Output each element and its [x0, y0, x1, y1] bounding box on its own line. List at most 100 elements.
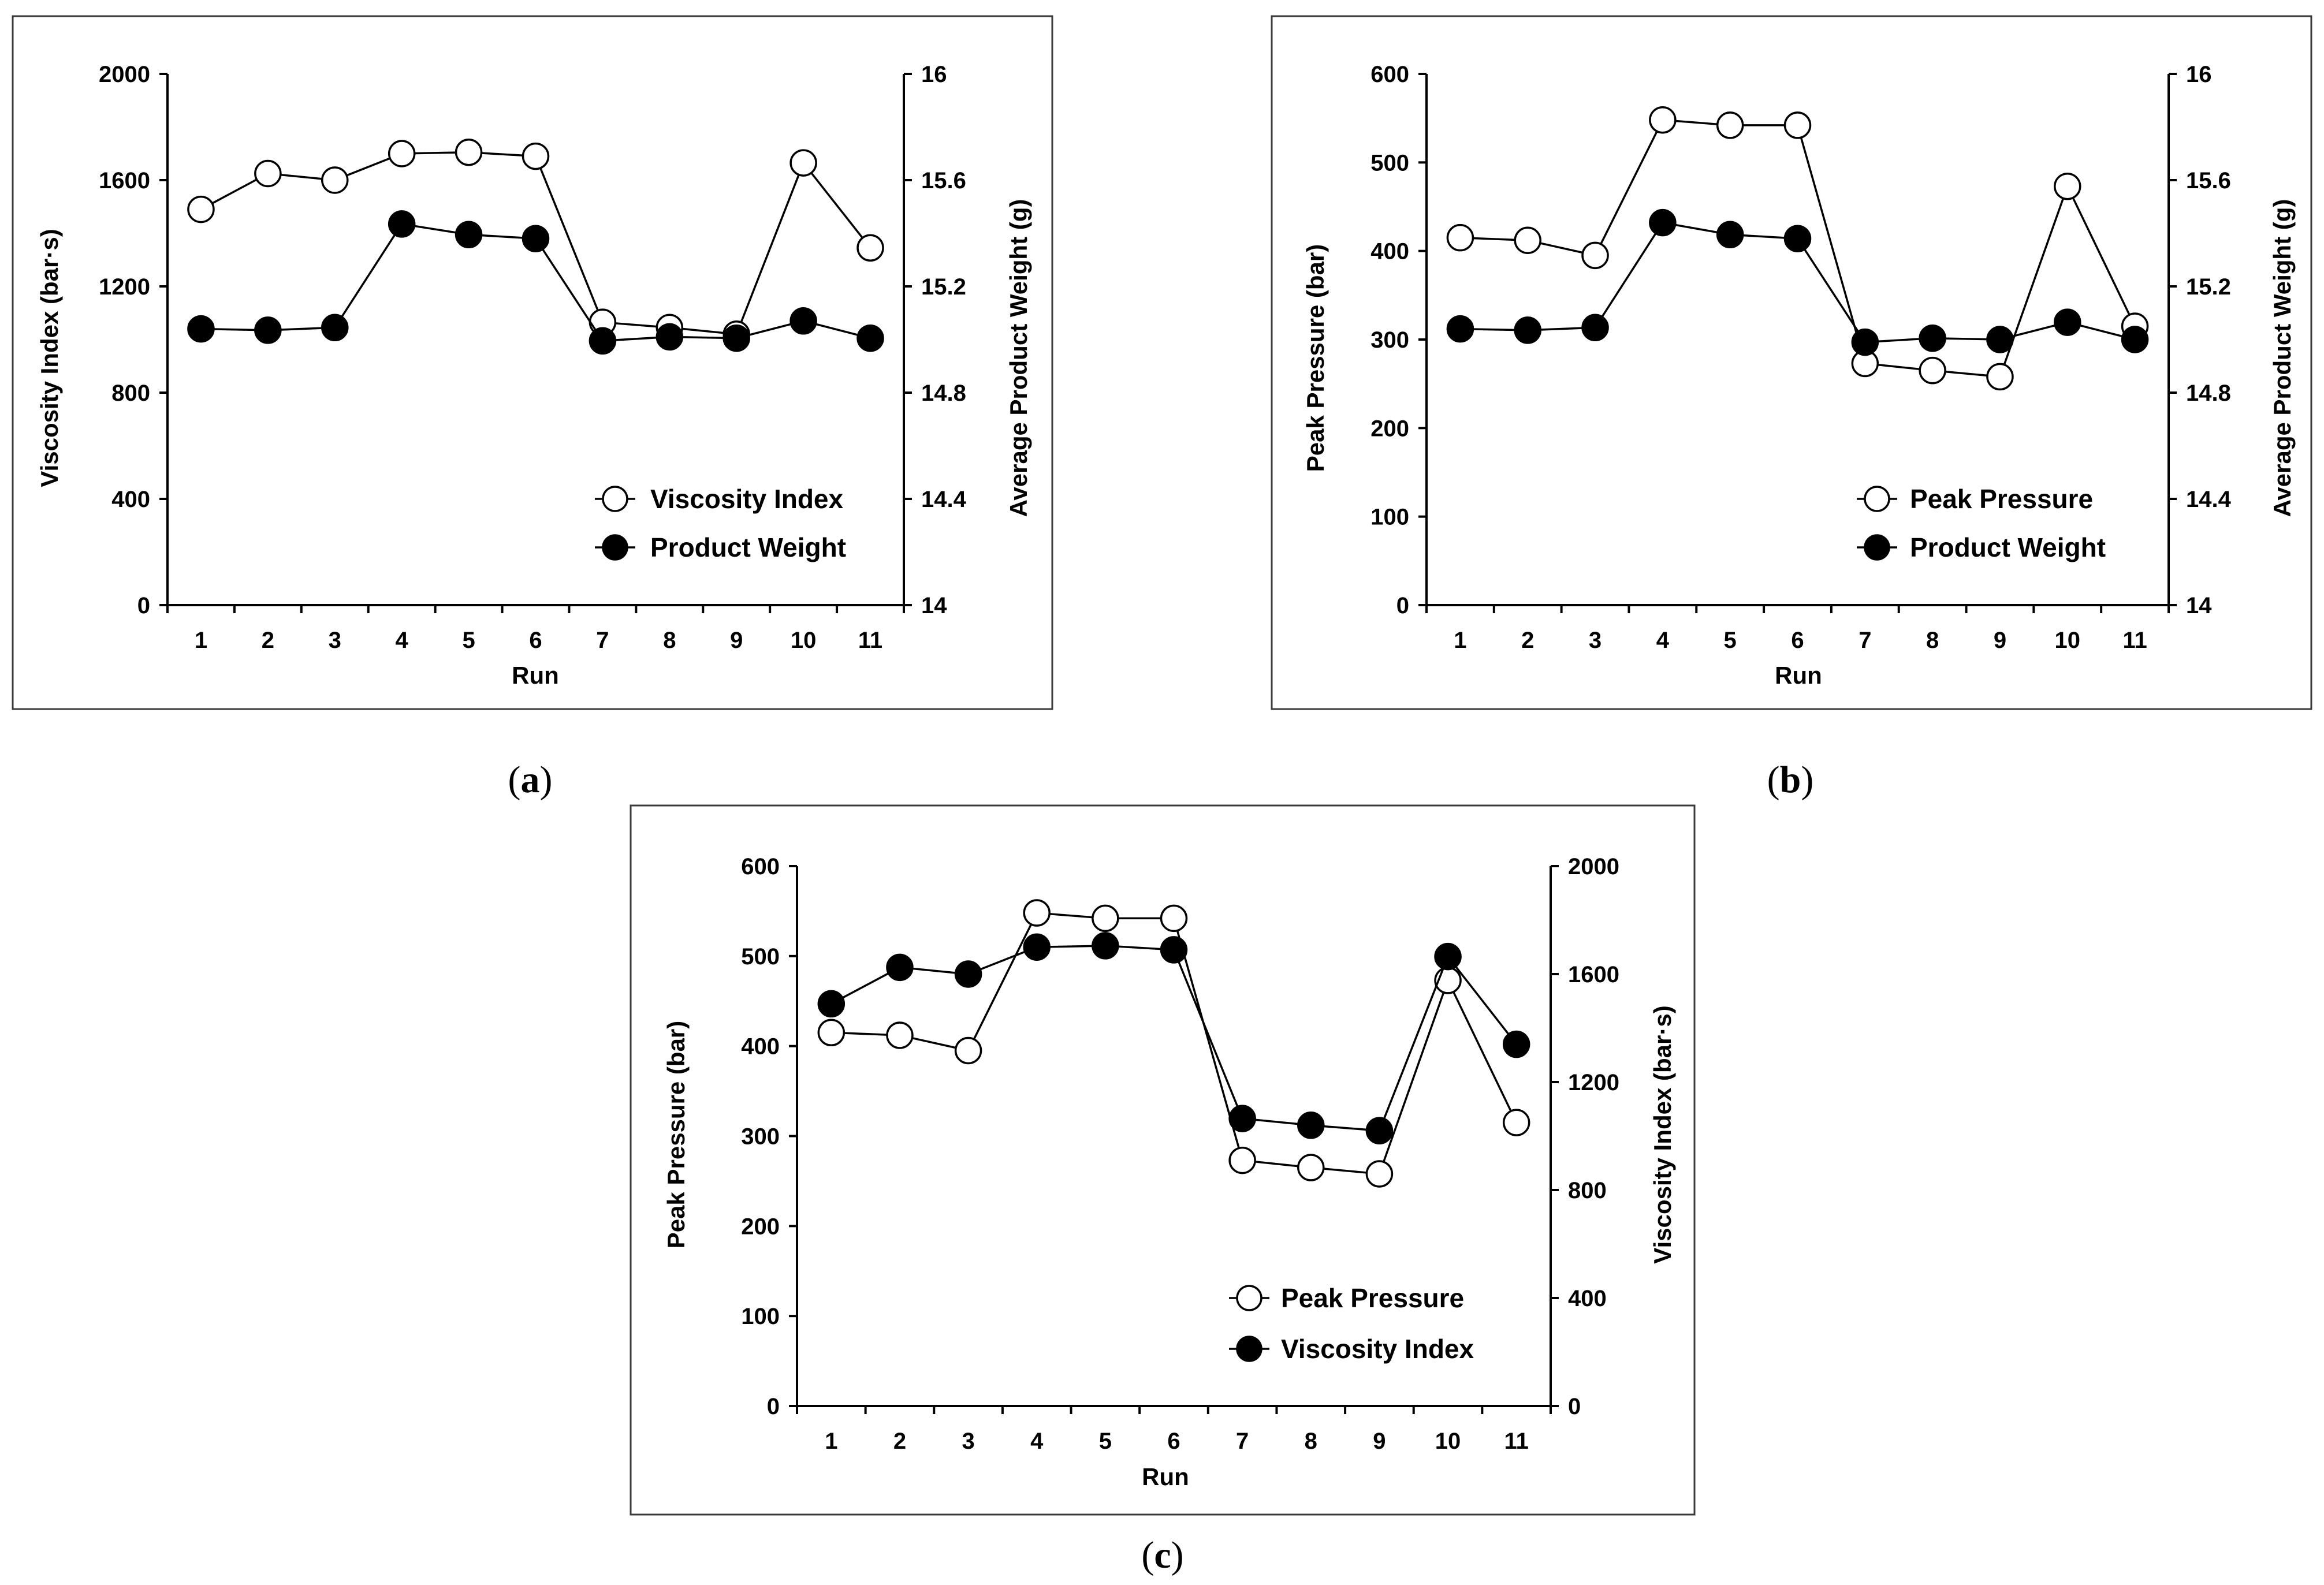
panel-a-right-tick-label: 14.4: [921, 487, 967, 512]
panel-c-peak-pressure-point: [817, 1019, 846, 1047]
panel-b-peak-pressure-point: [1581, 241, 1609, 270]
caption-a: (a): [508, 759, 553, 801]
panel-c: 0 100 200 300 400 500 600 0 400 800 1200 1600 2000 1 2…: [630, 804, 1696, 1516]
panel-b-right-axis-title: Average Product Weight (g): [2269, 199, 2296, 517]
panel-a-x-tick-label: 2: [262, 628, 274, 653]
panel-a: 04008001200160020001414.414.815.215.6161…: [12, 15, 1053, 710]
panel-a-right-tick-label: 14: [921, 593, 947, 618]
panel-c-right-axis-title: Viscosity Index (bar·s): [1649, 1005, 1676, 1263]
panel-c-x-axis-title: Run: [1142, 1463, 1189, 1490]
panel-a-left-tick-label: 1600: [99, 168, 150, 193]
panel-c-viscosity-index-point: [1502, 1030, 1530, 1058]
panel-b-peak-pressure-point: [1649, 106, 1677, 134]
panel-c-right-tick-label: 800: [1568, 1178, 1607, 1203]
panel-b-product-weight-point: [1514, 316, 1541, 344]
panel-c-x-tick-label: 2: [893, 1429, 906, 1454]
panel-b-right-tick-label: 14.8: [2186, 381, 2231, 406]
panel-a-product-weight-point: [522, 225, 550, 252]
panel-c-viscosity-index-point: [1160, 936, 1188, 964]
panel-c-peak-pressure-point: [1365, 1160, 1394, 1188]
panel-a-right-axis-title: Average Product Weight (g): [1005, 199, 1032, 517]
panel-b-left-tick-label: 0: [1396, 593, 1409, 618]
panel-b-left-tick-label: 600: [1370, 62, 1409, 87]
panel-a-right-tick-label: 14.8: [921, 381, 966, 406]
panel-c-x-tick-label: 4: [1030, 1429, 1044, 1454]
panel-b-peak-pressure-point: [1716, 111, 1744, 139]
panel-a-x-tick-label: 4: [396, 628, 409, 653]
panel-a-left-tick-label: 400: [111, 487, 150, 512]
caption-b-letter: b: [1780, 759, 1801, 801]
panel-a-viscosity-index-point: [522, 142, 550, 170]
panel-c-peak-pressure-point: [954, 1036, 982, 1065]
panel-c-right-tick-label: 400: [1568, 1286, 1607, 1311]
panel-c-right-tick-label: 1200: [1568, 1070, 1619, 1095]
panel-a-frame: [12, 15, 1053, 710]
caption-b: (b): [1767, 759, 1814, 801]
panel-a-product-weight-point: [589, 327, 617, 355]
panel-c-x-tick-label: 1: [825, 1429, 837, 1454]
panel-c-x-tick-label: 6: [1167, 1429, 1180, 1454]
panel-c-left-tick-label: 100: [741, 1304, 780, 1329]
panel-a-x-tick-label: 10: [791, 628, 817, 653]
panel-c-peak-pressure-point: [1502, 1109, 1530, 1136]
panel-a-viscosity-index-point: [321, 166, 349, 194]
panel-b-peak-pressure-point: [1514, 226, 1541, 255]
panel-b-legend: Peak Pressure Product Weight: [1857, 484, 2106, 562]
panel-b-product-weight-point: [1851, 328, 1879, 356]
panel-b-left-tick-label: 300: [1370, 327, 1409, 353]
panel-a-x-tick-label: 3: [329, 628, 341, 653]
panel-c-x-tick-label: 7: [1236, 1429, 1249, 1454]
panel-a-x-axis-title: Run: [512, 662, 559, 689]
panel-b-x-tick-label: 9: [1994, 628, 2006, 653]
panel-b: 01002003004005006001414.414.815.215.6161…: [1271, 15, 2312, 710]
panel-a-product-weight-point: [388, 210, 416, 238]
panel-a-right-tick-label: 15.2: [921, 274, 966, 300]
caption-a-letter: a: [521, 759, 540, 801]
panel-b-product-weight-point: [1986, 326, 2014, 353]
panel-c-peak-pressure-point: [1023, 899, 1051, 927]
panel-c-legend-marker-1: [1236, 1285, 1262, 1311]
panel-b-legend-label-2: Product Weight: [1910, 532, 2106, 562]
panel-b-right-tick-label: 14: [2186, 593, 2212, 618]
panel-b-left-tick-label: 500: [1370, 150, 1409, 176]
panel-c-left-tick-label: 500: [741, 944, 780, 969]
caption-c-letter: c: [1154, 1534, 1171, 1576]
panel-a-x-tick-label: 7: [596, 628, 609, 653]
panel-a-x-tick-label: 1: [195, 628, 207, 653]
panel-c-peak-pressure-point: [1297, 1154, 1325, 1181]
panel-a-product-weight-point: [789, 307, 817, 335]
panel-b-right-tick-label: 15.2: [2186, 274, 2231, 300]
panel-c-viscosity-index-point: [1297, 1112, 1325, 1139]
panel-c-viscosity-index-point: [1228, 1105, 1256, 1132]
panel-b-peak-pressure-point: [1446, 223, 1474, 252]
panel-a-x-tick-label: 6: [529, 628, 542, 653]
panel-c-right-tick-label: 1600: [1568, 962, 1619, 987]
panel-b-product-weight-point: [2054, 308, 2081, 336]
panel-a-left-tick-label: 1200: [99, 274, 150, 300]
panel-b-left-tick-label: 400: [1370, 239, 1409, 264]
panel-a-left-tick-label: 2000: [99, 62, 150, 87]
panel-c-left-tick-label: 300: [741, 1124, 780, 1150]
panel-a-right-tick-label: 16: [921, 62, 947, 87]
panel-b-x-tick-label: 7: [1859, 628, 1871, 653]
panel-b-x-tick-label: 3: [1589, 628, 1602, 653]
panel-c-left-axis-title: Peak Pressure (bar): [662, 1021, 690, 1249]
panel-b-right-tick-label: 15.6: [2186, 168, 2231, 193]
panel-a-legend-marker-1: [602, 486, 628, 512]
panel-a-product-weight-point: [321, 314, 349, 342]
panel-a-product-weight-point: [656, 323, 684, 351]
panel-a-product-weight-point: [722, 324, 750, 352]
panel-b-peak-pressure-point: [1783, 111, 1812, 139]
panel-a-legend-label-2: Product Weight: [650, 532, 846, 562]
panel-a-left-tick-label: 800: [111, 381, 150, 406]
panel-b-product-weight-point: [1446, 315, 1474, 343]
panel-b-legend-marker-2: [1864, 534, 1890, 561]
panel-c-x-tick-label: 9: [1373, 1429, 1386, 1454]
panel-b-x-tick-label: 5: [1724, 628, 1737, 653]
panel-b-x-tick-label: 1: [1454, 628, 1466, 653]
panel-c-left-tick-label: 0: [767, 1394, 780, 1419]
panel-c-viscosity-index-point: [886, 953, 914, 982]
panel-b-legend-marker-1: [1864, 486, 1890, 512]
panel-b-x-tick-label: 10: [2055, 628, 2081, 653]
panel-b-right-tick-label: 16: [2186, 62, 2212, 87]
